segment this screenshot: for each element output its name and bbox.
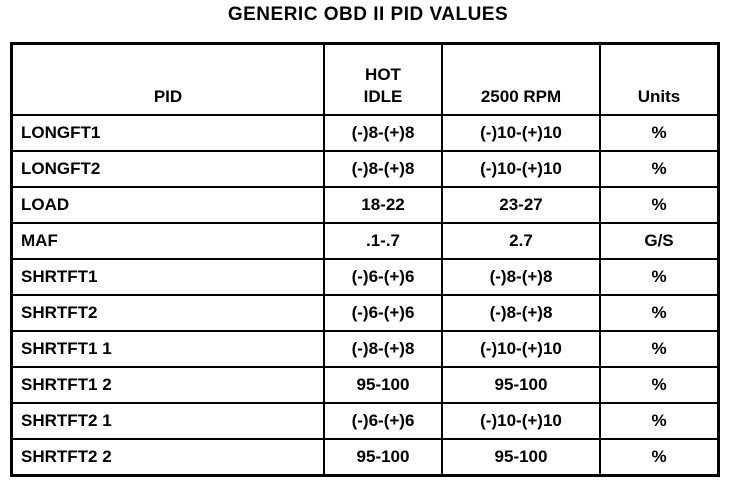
table-cell: (-)8-(+)8 [323,114,443,152]
table-cell: MAF [10,222,325,260]
table-cell: 2.7 [441,222,601,260]
table-cell: SHRTFT1 2 [10,366,325,404]
table-cell: SHRTFT2 1 [10,402,325,440]
table-cell: (-)10-(+)10 [441,330,601,368]
table-cell: (-)8-(+)8 [441,294,601,332]
table-cell: % [599,186,720,224]
table-cell: 95-100 [323,366,443,404]
title: GENERIC OBD II PID VALUES [227,4,509,25]
header-cell: Units [599,42,720,116]
table-row: MAF .1-.7 2.7 G/S [10,222,720,260]
table-cell: (-)6-(+)6 [323,402,443,440]
table-cell: 18-22 [323,186,443,224]
header-cell: 2500 RPM [441,42,601,116]
table-cell: (-)6-(+)6 [323,294,443,332]
table-cell: SHRTFT2 [10,294,325,332]
table-row: LONGFT1 (-)8-(+)8 (-)10-(+)10% [10,114,720,152]
table-cell: 95-100 [441,438,601,477]
table-cell: % [599,402,720,440]
table-cell: SHRTFT1 [10,258,325,296]
table-cell: LONGFT2 [10,150,325,188]
table: PID HOT IDLE 2500 RPM Units LONGFT1 (-)8-(+)… [10,42,720,477]
table-row: LOAD 18-22 23-27% [10,186,720,224]
table-cell: (-)8-(+)8 [323,330,443,368]
table-cell: 23-27 [441,186,601,224]
table-cell: % [599,330,720,368]
table-cell: 95-100 [441,366,601,404]
table-cell: SHRTFT2 2 [10,438,325,477]
table-cell: % [599,258,720,296]
table-cell: % [599,114,720,152]
table-cell: (-)6-(+)6 [323,258,443,296]
table-row: SHRTFT2 1 (-)6-(+)6 (-)10-(+)10% [10,402,720,440]
table-cell: .1-.7 [323,222,443,260]
table-row: SHRTFT1 (-)6-(+)6 (-)8-(+)8% [10,258,720,296]
table-row: SHRTFT1 1 (-)8-(+)8 (-)10-(+)10% [10,330,720,368]
table-cell: G/S [599,222,720,260]
table-cell: (-)10-(+)10 [441,402,601,440]
table-cell: LOAD [10,186,325,224]
header-cell: HOT IDLE [323,42,443,116]
table-cell: % [599,150,720,188]
table-row: SHRTFT2 (-)6-(+)6 (-)8-(+)8% [10,294,720,332]
header-cell: PID [10,42,325,116]
table-row: SHRTFT1 2 95-100 95-100% [10,366,720,404]
table-cell: LONGFT1 [10,114,325,152]
table-row: SHRTFT2 2 95-100 95-100% [10,438,720,477]
table-cell: % [599,438,720,477]
table-cell: (-)10-(+)10 [441,150,601,188]
table-cell: % [599,294,720,332]
table-cell: (-)8-(+)8 [323,150,443,188]
table-cell: (-)10-(+)10 [441,114,601,152]
table-cell: (-)8-(+)8 [441,258,601,296]
table-cell: SHRTFT1 1 [10,330,325,368]
table-row: LONGFT2 (-)8-(+)8 (-)10-(+)10% [10,150,720,188]
header-row: PID HOT IDLE 2500 RPM Units [10,42,720,116]
table-cell: % [599,366,720,404]
table-cell: 95-100 [323,438,443,477]
